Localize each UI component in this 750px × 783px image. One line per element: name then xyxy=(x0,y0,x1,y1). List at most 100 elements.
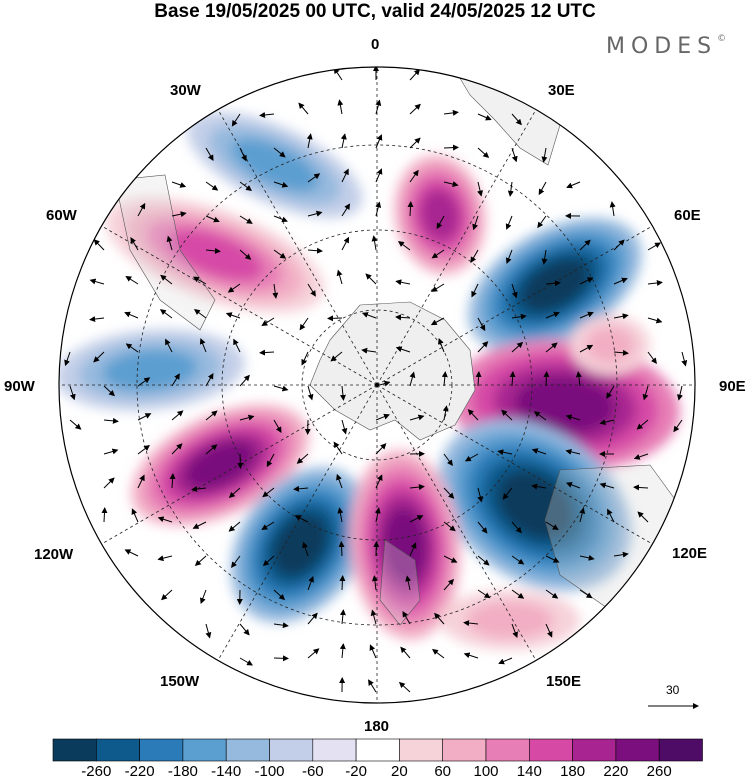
wind-arrow xyxy=(159,309,173,319)
wind-arrow xyxy=(165,338,173,353)
colorbar-tick-label: 20 xyxy=(391,763,408,780)
wind-arrow xyxy=(191,486,207,493)
wind-arrow xyxy=(262,487,275,498)
wind-arrow xyxy=(579,344,594,353)
wind-arrow xyxy=(273,147,286,158)
wind-arrow xyxy=(681,351,688,367)
wind-arrow xyxy=(531,483,547,490)
label-lon-180: 180 xyxy=(364,718,390,735)
wind-arrow xyxy=(398,681,411,693)
wind-arrow xyxy=(637,511,649,523)
wind-arrow xyxy=(511,555,525,565)
wind-arrow xyxy=(470,249,479,263)
wind-arrow xyxy=(338,541,345,557)
wind-arrow xyxy=(511,147,518,163)
new-zealand-landmass xyxy=(379,539,421,626)
wind-arrow xyxy=(443,181,459,188)
wind-arrow xyxy=(205,181,219,191)
label-lon-120e: 120E xyxy=(672,545,708,562)
colorbar-tick-label: 220 xyxy=(603,763,629,780)
wind-arrow xyxy=(137,474,145,489)
wind-arrow xyxy=(171,410,184,421)
wind-arrow xyxy=(642,385,649,401)
wind-arrow xyxy=(340,133,347,149)
wind-arrow xyxy=(336,473,343,489)
wind-arrow xyxy=(545,521,559,530)
label-lon-90w: 90W xyxy=(4,378,35,395)
wind-arrow xyxy=(647,317,663,324)
wind-arrow xyxy=(471,283,479,298)
colorbar xyxy=(52,738,703,762)
wind-arrow xyxy=(566,181,581,189)
wind-arrow xyxy=(575,371,582,387)
wind-arrow xyxy=(160,274,173,285)
wind-arrow xyxy=(442,405,449,421)
anomaly-region xyxy=(231,138,319,192)
wind-arrow xyxy=(409,414,425,421)
colorbar-tick-label: 100 xyxy=(473,763,499,780)
wind-arrow xyxy=(239,249,252,260)
wind-arrow xyxy=(599,419,615,426)
anomaly-region xyxy=(466,601,554,639)
anomaly-region xyxy=(420,188,460,242)
wind-arrow xyxy=(231,113,241,127)
wind-arrow xyxy=(477,589,491,599)
colorbar-swatch xyxy=(52,738,97,762)
wind-arrow xyxy=(633,484,649,491)
wind-arrow xyxy=(498,657,513,665)
wind-arrow xyxy=(443,487,455,499)
wind-arrow xyxy=(205,247,221,254)
wind-arrow xyxy=(205,623,212,639)
wind-arrow xyxy=(434,612,445,625)
colorbar-tick-label: -140 xyxy=(211,763,242,780)
colorbar-tick-label: -20 xyxy=(345,763,367,780)
wind-arrow xyxy=(131,508,139,523)
wind-arrow xyxy=(579,277,594,285)
wind-arrow xyxy=(273,249,287,259)
wind-arrow xyxy=(511,521,522,534)
wind-arrow xyxy=(436,215,445,230)
colorbar-tick-label: 140 xyxy=(516,763,542,780)
wind-arrow xyxy=(103,417,119,424)
wind-arrow xyxy=(371,235,378,251)
wind-arrow xyxy=(307,210,323,217)
wind-arrow xyxy=(579,239,591,251)
colorbar-swatch xyxy=(572,738,617,762)
wind-arrow xyxy=(443,578,455,591)
wind-arrow xyxy=(400,646,411,659)
wind-arrow xyxy=(227,283,241,293)
wind-arrow xyxy=(409,371,416,387)
colorbar-tick-label: -100 xyxy=(254,763,285,780)
wind-arrow xyxy=(205,444,218,455)
wind-arrow xyxy=(613,277,628,285)
wind-arrow xyxy=(409,103,421,115)
wind-arrow xyxy=(531,448,547,455)
colorbar-swatch xyxy=(312,738,357,762)
wind-arrow xyxy=(273,622,289,629)
wind-arrow xyxy=(545,311,560,319)
wind-arrow xyxy=(307,612,318,625)
wind-arrow xyxy=(402,611,411,625)
wind-arrow xyxy=(511,623,518,639)
wind-arrow xyxy=(477,317,486,332)
wind-arrow xyxy=(228,487,241,498)
anomaly-region xyxy=(167,229,263,281)
wind-arrow xyxy=(505,215,513,230)
wind-arrow xyxy=(228,521,241,532)
wind-arrow xyxy=(438,337,445,353)
reference-vector-label: 30 xyxy=(666,683,680,697)
wind-arrow xyxy=(171,181,187,188)
colorbar-swatch xyxy=(658,738,703,762)
wind-arrow xyxy=(169,473,176,489)
wind-arrow xyxy=(647,242,661,251)
wind-arrow xyxy=(130,237,139,251)
wind-arrow xyxy=(299,317,309,331)
wind-arrow xyxy=(477,487,484,503)
wind-arrow xyxy=(636,419,649,430)
wind-arrow xyxy=(467,409,479,421)
wind-arrow xyxy=(239,374,250,387)
modes-logo: MODES© xyxy=(606,34,727,59)
wind-arrow xyxy=(166,235,173,251)
wind-arrow xyxy=(339,609,346,625)
wind-arrow xyxy=(298,102,309,115)
